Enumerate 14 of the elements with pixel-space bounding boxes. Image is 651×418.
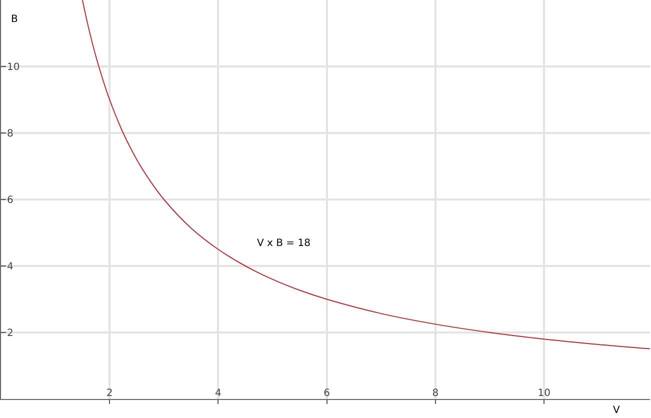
y-tick-label: 10 bbox=[7, 62, 20, 73]
x-axis-title: V bbox=[613, 405, 620, 416]
y-tick-label: 6 bbox=[7, 195, 14, 206]
y-tick-label: 8 bbox=[7, 128, 14, 140]
line-series bbox=[82, 0, 650, 350]
y-tick-label: 4 bbox=[7, 262, 14, 272]
annotation: V x B = 18 bbox=[257, 238, 310, 249]
x-tick-label: 4 bbox=[215, 388, 222, 399]
y-tick-label: 2 bbox=[7, 328, 14, 339]
x-tick-label: 6 bbox=[324, 388, 330, 399]
y-axis-title: B bbox=[11, 14, 18, 25]
x-tick-label: 2 bbox=[106, 388, 113, 399]
x-tick-label: 8 bbox=[432, 388, 439, 399]
x-tick-label: 10 bbox=[538, 388, 550, 399]
